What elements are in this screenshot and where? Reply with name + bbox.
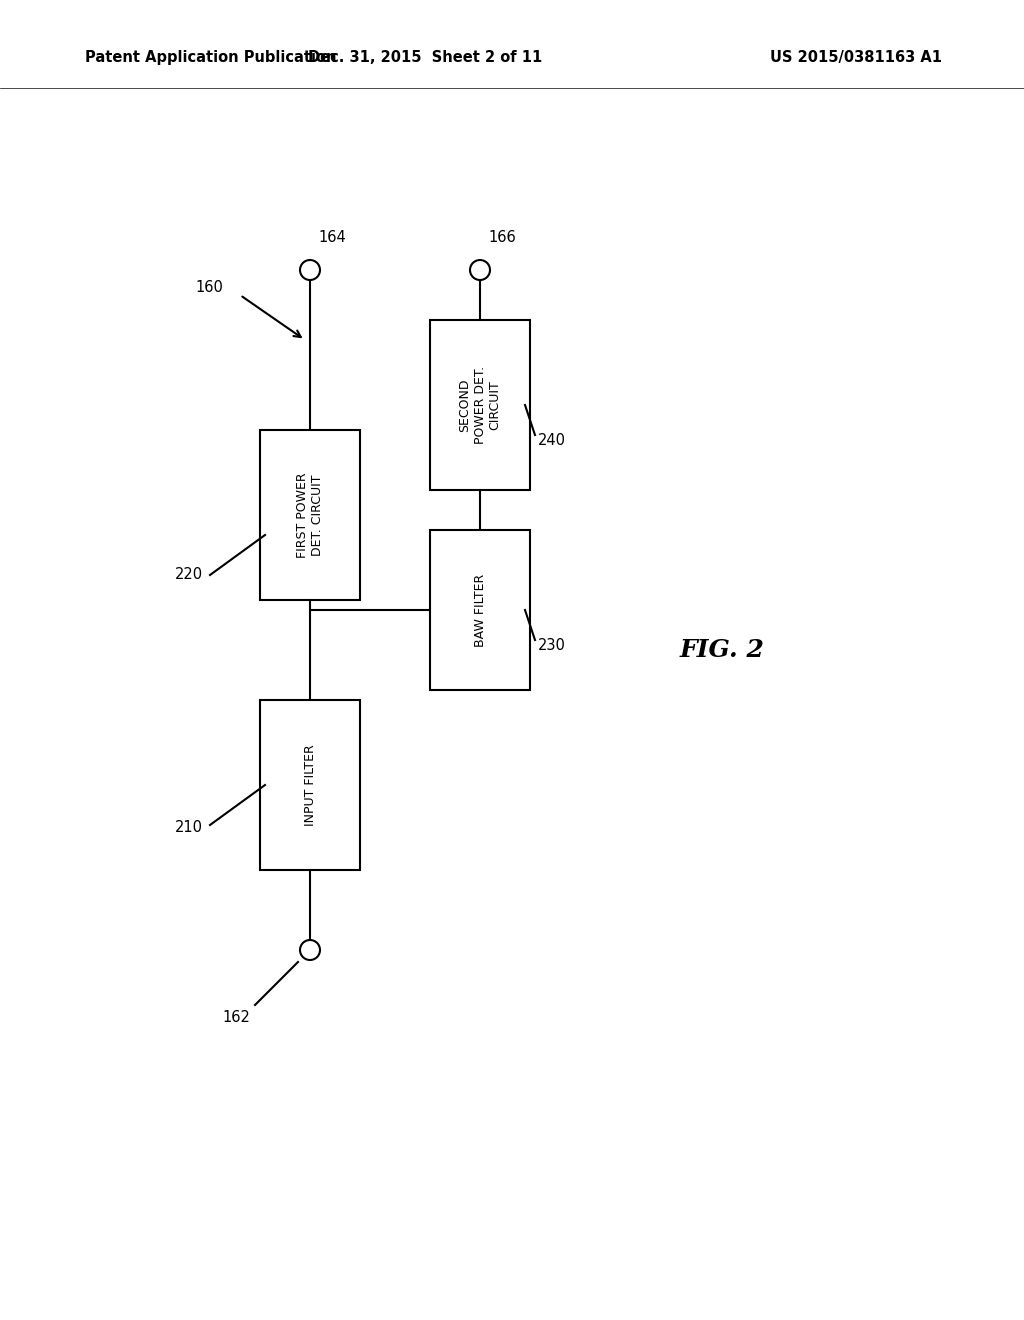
Text: 160: 160 bbox=[195, 280, 223, 294]
Bar bbox=[430, 531, 530, 690]
Text: FIG. 2: FIG. 2 bbox=[680, 638, 765, 663]
Text: Dec. 31, 2015  Sheet 2 of 11: Dec. 31, 2015 Sheet 2 of 11 bbox=[308, 50, 542, 65]
Text: 166: 166 bbox=[488, 230, 516, 246]
Text: 220: 220 bbox=[175, 568, 203, 582]
Text: Patent Application Publication: Patent Application Publication bbox=[85, 50, 337, 65]
Text: 230: 230 bbox=[538, 638, 566, 653]
Text: FIRST POWER
DET. CIRCUIT: FIRST POWER DET. CIRCUIT bbox=[296, 473, 324, 558]
Text: 164: 164 bbox=[318, 230, 346, 246]
Text: US 2015/0381163 A1: US 2015/0381163 A1 bbox=[770, 50, 942, 65]
Text: 240: 240 bbox=[538, 433, 566, 447]
Text: 210: 210 bbox=[175, 820, 203, 836]
Text: BAW FILTER: BAW FILTER bbox=[473, 573, 486, 647]
Text: SECOND
POWER DET.
CIRCUIT: SECOND POWER DET. CIRCUIT bbox=[459, 366, 502, 444]
Bar bbox=[430, 319, 530, 490]
Bar bbox=[260, 700, 360, 870]
Text: INPUT FILTER: INPUT FILTER bbox=[303, 744, 316, 826]
Text: 162: 162 bbox=[222, 1010, 250, 1026]
Bar bbox=[260, 430, 360, 601]
